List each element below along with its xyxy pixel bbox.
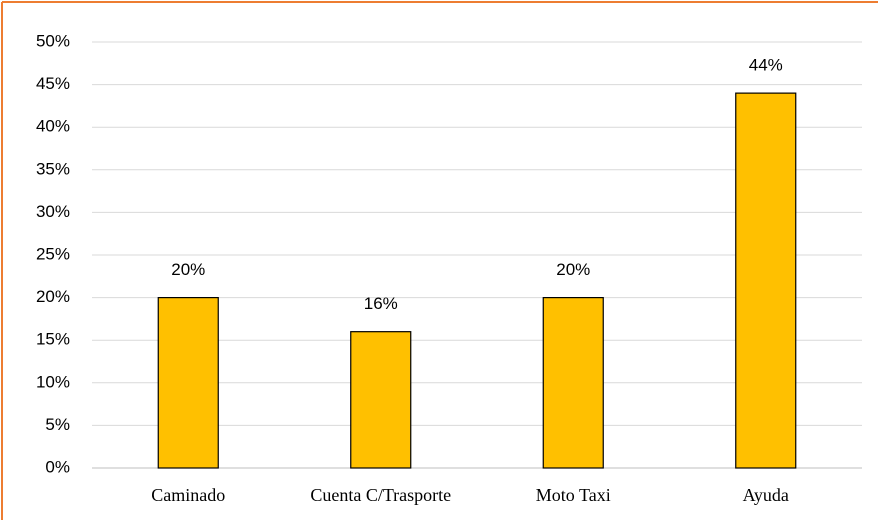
x-tick-label: Moto Taxi [536, 485, 611, 505]
x-tick-label: Caminado [151, 485, 225, 505]
y-tick-label: 10% [36, 372, 70, 391]
y-tick-label: 45% [36, 74, 70, 93]
y-tick-label: 5% [45, 415, 70, 434]
bar [735, 92, 797, 469]
x-tick-label: Cuenta C/Trasporte [310, 485, 451, 505]
bar [350, 331, 412, 469]
y-tick-label: 0% [45, 457, 70, 476]
data-label: 44% [749, 56, 783, 75]
x-tick-label: Ayuda [743, 485, 789, 505]
y-tick-label: 15% [36, 330, 70, 349]
y-tick-label: 40% [36, 117, 70, 136]
y-tick-label: 50% [36, 31, 70, 50]
data-label: 16% [364, 294, 398, 313]
y-tick-label: 20% [36, 287, 70, 306]
data-label: 20% [171, 260, 205, 279]
data-label: 20% [556, 260, 590, 279]
bar [157, 297, 219, 469]
bar [542, 297, 604, 469]
y-tick-label: 35% [36, 159, 70, 178]
y-tick-label: 30% [36, 202, 70, 221]
y-tick-label: 25% [36, 244, 70, 263]
